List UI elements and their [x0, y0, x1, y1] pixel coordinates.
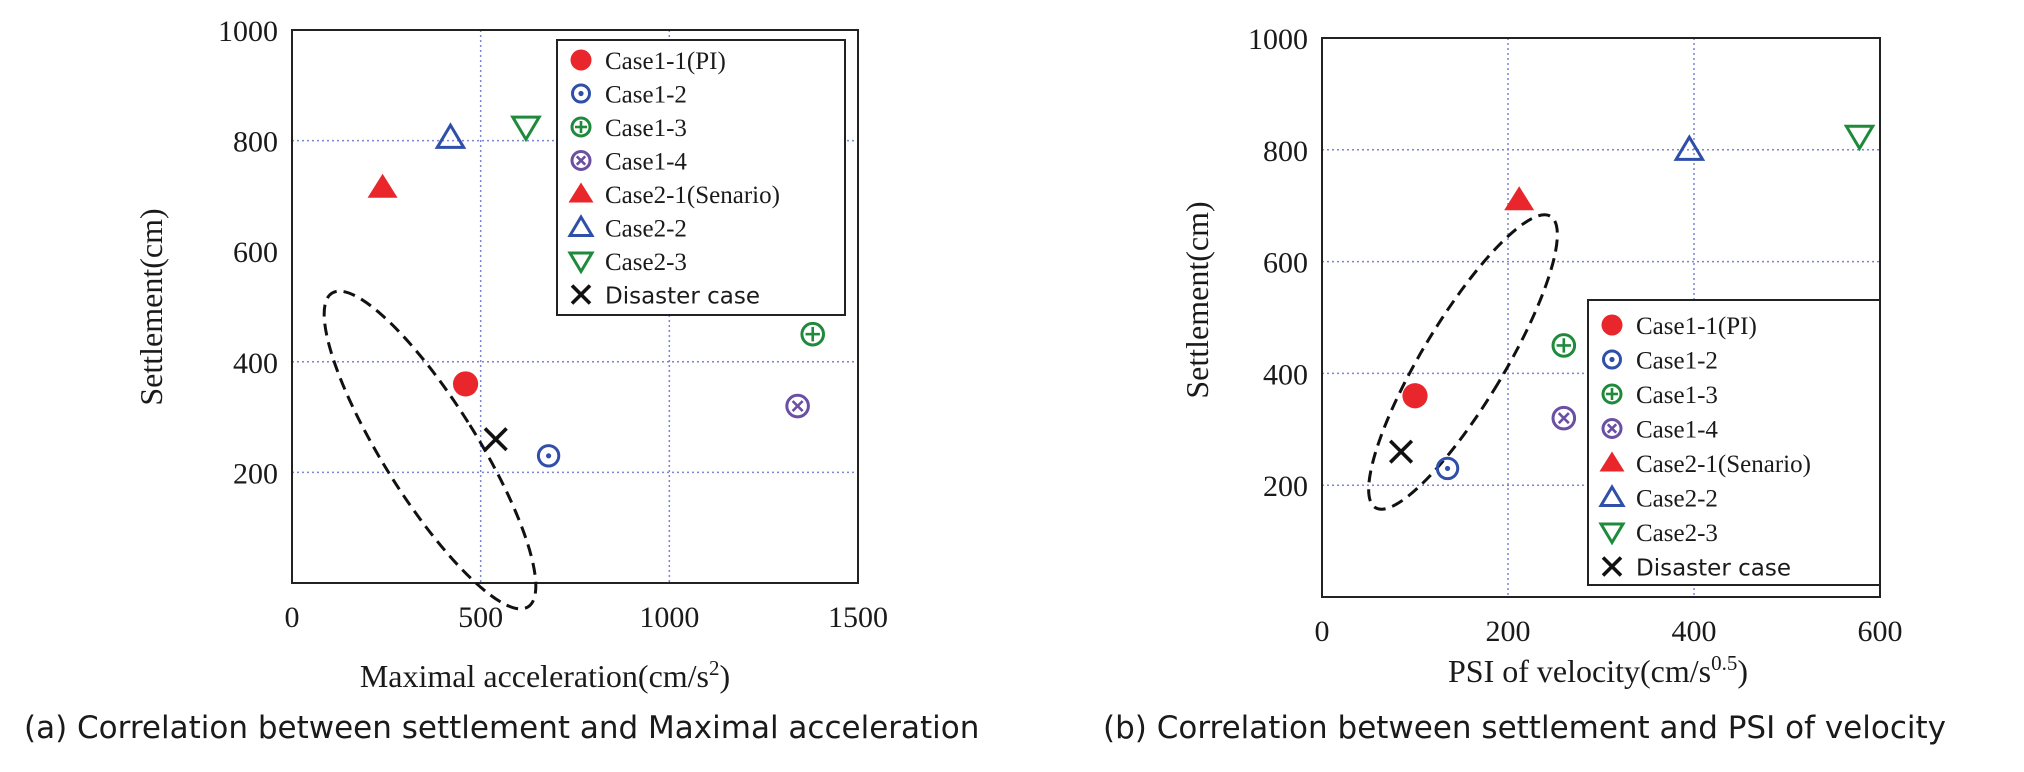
legend-marker-0	[1601, 314, 1623, 336]
y-tick-label-3: 800	[1263, 135, 1308, 168]
x-axis-label-tail: )	[720, 658, 731, 694]
legend-marker-6	[1598, 522, 1626, 546]
legend-label-3: Case1-4	[1636, 417, 1718, 444]
chart-2: 0 200 400 600 200 400 600 800 1000 PSI of velocit…	[1103, 23, 1946, 746]
x-tick-label-0: 0	[285, 601, 300, 634]
legend-marker-6	[567, 251, 595, 275]
legend-label-4: Case2-1(Senario)	[1636, 451, 1811, 478]
legend-label-2: Case1-3	[605, 115, 687, 142]
y-tick-label-1: 400	[233, 347, 278, 380]
x-tick-label-3: 600	[1858, 615, 1903, 648]
legend-box	[1587, 299, 1881, 586]
legend-marker-4	[1599, 451, 1625, 472]
x-tick-label-1: 500	[458, 601, 503, 634]
data-point-5	[1673, 134, 1706, 161]
legend-label-0: Case1-1(PI)	[605, 48, 726, 75]
legend-label-6: Case2-3	[1636, 520, 1718, 547]
data-point-4	[1504, 186, 1535, 211]
x-tick-label-2: 400	[1672, 615, 1717, 648]
legend-label-7: Disaster case	[605, 284, 760, 310]
legend-label-4: Case2-1(Senario)	[605, 182, 780, 209]
y-axis-label: Settlement(cm)	[133, 208, 169, 405]
chart-1: 0 500 1000 1500 200 400 600 800 1000 Maximal acce…	[24, 15, 979, 746]
data-point-6	[510, 115, 542, 143]
data-point-4	[367, 173, 398, 198]
legend-marker-1	[1602, 349, 1622, 370]
data-point-0	[452, 371, 479, 397]
y-tick-label-0: 200	[233, 457, 278, 490]
legend-label-1: Case1-2	[605, 82, 687, 109]
y-tick-label-4: 1000	[218, 15, 278, 48]
x-tick-label-1: 200	[1486, 615, 1531, 648]
y-tick-label-3: 800	[233, 126, 278, 159]
legend-marker-1	[571, 83, 591, 104]
legend: Case1-1(PI) Case1-2 Case1-3 Case1-4 Case2-1(…	[556, 39, 846, 316]
data-point-3	[1551, 405, 1577, 431]
legend-marker-7	[570, 284, 592, 305]
y-axis-label: Settlement(cm)	[1179, 201, 1215, 398]
data-point-2	[1551, 333, 1577, 358]
x-tick-label-2: 1000	[639, 601, 699, 634]
x-axis-label-sup: 0.5	[1711, 651, 1737, 675]
x-axis-label: Maximal acceleration(cm/s2)	[360, 656, 730, 694]
legend-marker-5	[567, 214, 595, 237]
x-tick-label-0: 0	[1315, 615, 1330, 648]
plot-frame	[291, 29, 859, 584]
x-axis-label-sup: 2	[709, 656, 720, 680]
data-point-7	[483, 427, 508, 452]
data-point-1	[1435, 456, 1460, 481]
data-point-0	[1402, 383, 1428, 409]
data-point-2	[800, 321, 826, 347]
legend-marker-2	[1601, 383, 1623, 405]
legend-marker-3	[570, 150, 592, 171]
legend-label-7: Disaster case	[1636, 556, 1791, 582]
legend-marker-2	[570, 116, 592, 138]
y-tick-label-2: 600	[233, 236, 278, 269]
legend-label-1: Case1-2	[1636, 348, 1718, 375]
legend-label-5: Case2-2	[605, 216, 687, 243]
legend-label-0: Case1-1(PI)	[1636, 313, 1757, 340]
legend: Case1-1(PI) Case1-2 Case1-3 Case1-4 Case2-1(…	[1587, 299, 1881, 586]
x-tick-label-3: 1500	[828, 601, 888, 634]
x-axis-label: PSI of velocity(cm/s0.5)	[1448, 651, 1748, 689]
y-tick-label-1: 400	[1263, 358, 1308, 391]
figure-caption: (b) Correlation between settlement and P…	[1103, 710, 1946, 746]
y-tick-label-0: 200	[1263, 470, 1308, 503]
legend-box	[556, 39, 846, 316]
x-axis-label-tail: )	[1737, 653, 1748, 689]
legend-marker-0	[570, 49, 592, 71]
data-point-6	[1843, 124, 1876, 152]
x-axis-label-main: Maximal acceleration(cm/s	[360, 658, 709, 694]
legend-marker-4	[568, 182, 594, 203]
legend-label-6: Case2-3	[605, 249, 687, 276]
legend-marker-7	[1601, 556, 1623, 577]
legend-label-2: Case1-3	[1636, 382, 1718, 409]
legend-label-3: Case1-4	[605, 149, 687, 176]
figure-caption: (a) Correlation between settlement and M…	[24, 710, 979, 746]
y-tick-label-2: 600	[1263, 247, 1308, 280]
data-point-7	[1388, 439, 1414, 464]
grouping-ellipse	[1367, 213, 1559, 511]
x-axis-label-main: PSI of velocity(cm/s	[1448, 653, 1711, 689]
legend-marker-3	[1601, 418, 1623, 439]
data-point-1	[536, 444, 561, 468]
data-point-5	[434, 122, 467, 149]
grouping-ellipse	[322, 289, 538, 611]
data-point-3	[785, 393, 810, 419]
y-tick-label-4: 1000	[1248, 23, 1308, 56]
legend-label-5: Case2-2	[1636, 486, 1718, 513]
legend-marker-5	[1598, 484, 1626, 507]
